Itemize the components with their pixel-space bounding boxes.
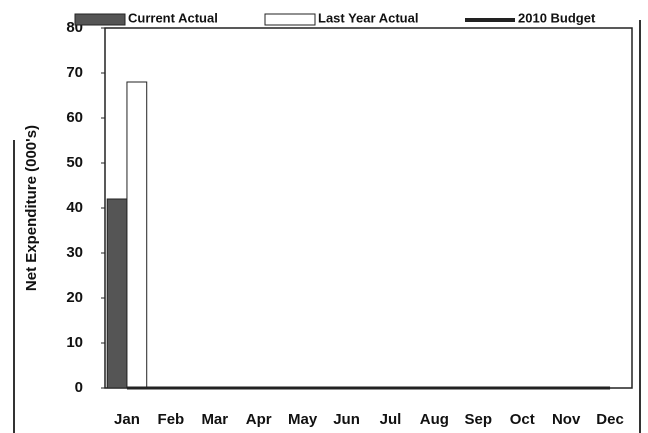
y-axis-label: Net Expenditure (000's) [23, 125, 40, 291]
x-tick-label: Jan [114, 411, 140, 428]
plot-area [104, 27, 633, 389]
y-tick-label: 50 [66, 154, 83, 171]
y-tick-label: 10 [66, 334, 83, 351]
x-tick-label: Oct [510, 411, 535, 428]
y-tick-label: 20 [66, 289, 83, 306]
x-tick-label: Apr [246, 411, 272, 428]
x-tick-label: Mar [201, 411, 228, 428]
x-tick-label: May [288, 411, 318, 428]
y-tick-label: 60 [66, 109, 83, 126]
legend-label: 2010 Budget [518, 10, 596, 25]
x-tick-label: Sep [465, 411, 493, 428]
legend-swatch [264, 13, 316, 26]
y-tick-label: 30 [66, 244, 83, 261]
x-tick-label: Jun [333, 411, 360, 428]
y-tick-label: 70 [66, 64, 83, 81]
x-tick-label: Feb [158, 411, 185, 428]
x-tick-label: Dec [596, 411, 624, 428]
x-tick-label: Aug [420, 411, 449, 428]
legend-swatch [74, 13, 126, 26]
y-tick-label: 40 [66, 199, 83, 216]
legend-label: Current Actual [128, 10, 218, 25]
bar [126, 81, 148, 389]
x-tick-label: Jul [380, 411, 402, 428]
bar [106, 198, 128, 389]
x-tick-label: Nov [552, 411, 581, 428]
y-tick-label: 0 [75, 379, 83, 396]
legend-label: Last Year Actual [318, 10, 418, 25]
